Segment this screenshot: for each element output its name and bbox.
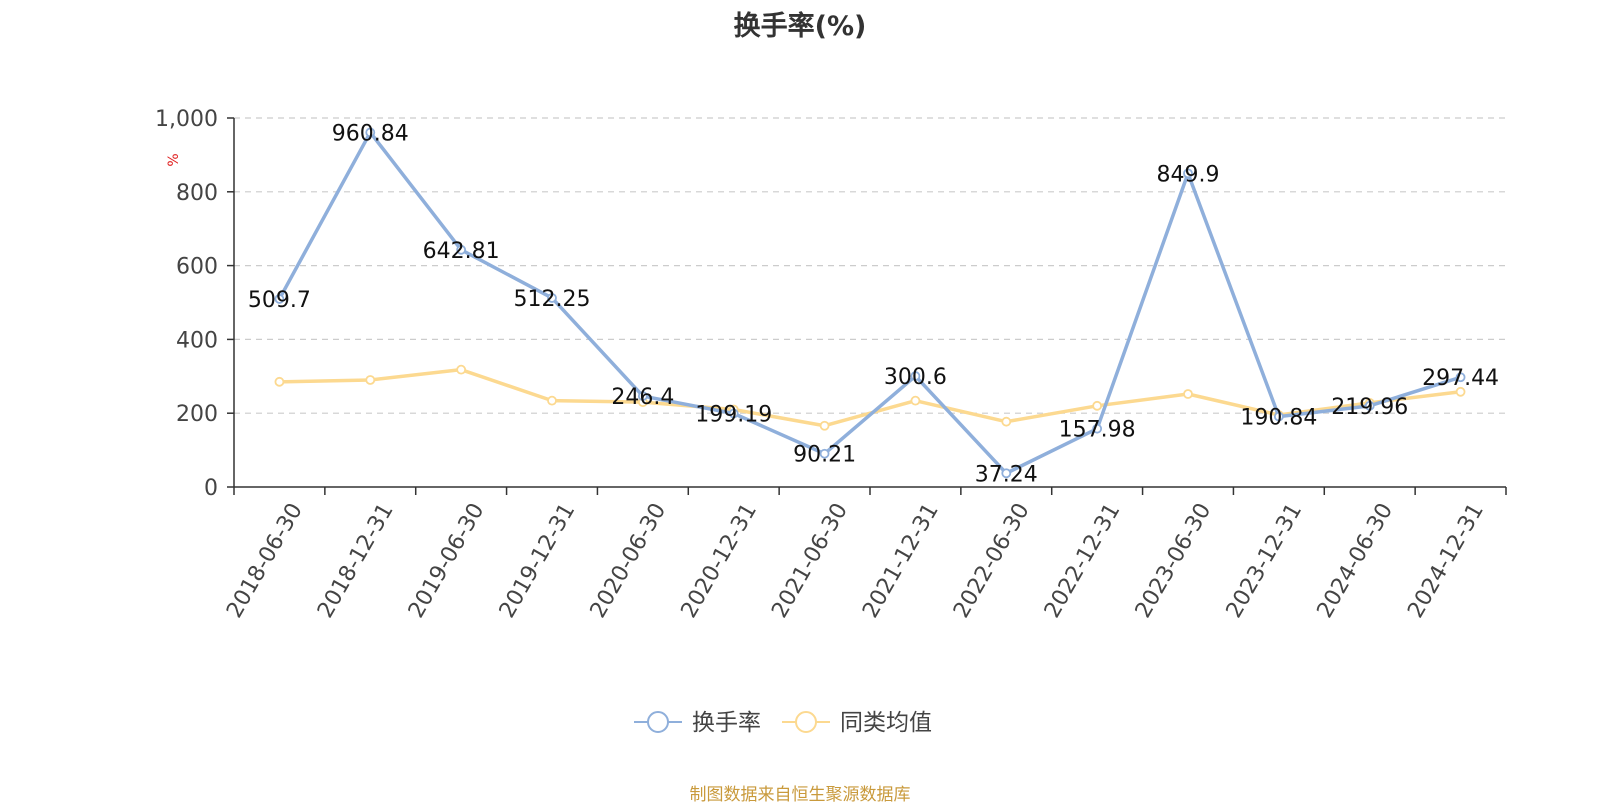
data-label: 199.19 — [695, 402, 772, 427]
data-point-1 — [910, 395, 921, 406]
y-axis-unit-label: % — [166, 153, 182, 166]
data-label: 37.24 — [975, 462, 1038, 487]
data-point-0 — [1001, 468, 1012, 479]
data-label: 157.98 — [1059, 418, 1136, 443]
data-point-1 — [819, 420, 830, 431]
x-tick-label: 2023-06-30 — [1131, 499, 1217, 622]
legend-marker — [795, 711, 817, 733]
data-point-1 — [456, 364, 467, 375]
x-tick-label: 2018-06-30 — [222, 499, 308, 622]
y-tick-label: 0 — [204, 476, 218, 501]
x-tick-label: 2021-12-31 — [858, 499, 944, 622]
x-tick-label: 2022-06-30 — [949, 499, 1035, 622]
y-tick-label: 400 — [176, 328, 218, 353]
x-tick-label: 2019-06-30 — [404, 499, 490, 622]
data-point-0 — [1364, 400, 1375, 411]
x-tick-label: 2019-12-31 — [495, 499, 581, 622]
data-label: 960.84 — [332, 121, 409, 146]
x-tick-label: 2024-12-31 — [1403, 499, 1489, 622]
data-point-0 — [728, 408, 739, 419]
y-tick-label: 600 — [176, 255, 218, 280]
data-point-0 — [910, 371, 921, 381]
x-tick-label: 2018-12-31 — [313, 499, 399, 622]
x-tick-label: 2021-06-30 — [767, 499, 853, 622]
legend[interactable]: 换手率 同类均值 — [634, 710, 932, 736]
data-point-0 — [1092, 423, 1103, 434]
series — [274, 127, 1466, 479]
data-source-note: 制图数据来自恒生聚源数据库 — [689, 785, 911, 805]
data-label: 642.81 — [423, 239, 500, 264]
data-label: 849.9 — [1157, 162, 1220, 187]
y-tick-label: 1,000 — [155, 107, 218, 132]
data-label: 512.25 — [514, 287, 591, 312]
x-tick-label: 2022-12-31 — [1040, 499, 1126, 622]
y-tick-label: 200 — [176, 402, 218, 427]
data-point-1 — [1455, 386, 1466, 397]
series-line-0 — [277, 130, 1462, 476]
data-labels: 509.7 960.84 642.81 512.25 246.4 199.19 90.21 3… — [248, 121, 1499, 487]
data-point-0 — [547, 293, 557, 303]
data-point-0 — [1183, 168, 1193, 179]
legend-item-0[interactable]: 换手率 — [634, 710, 761, 736]
x-tick-label: 2020-06-30 — [586, 499, 672, 622]
data-point-0 — [365, 127, 376, 138]
data-point-1 — [547, 395, 557, 406]
data-point-1 — [1001, 416, 1012, 427]
legend-label: 同类均值 — [840, 710, 932, 736]
y-tick-label: 800 — [176, 181, 218, 206]
data-label: 297.44 — [1422, 366, 1499, 391]
chart-title: 换手率(%) — [733, 11, 867, 42]
data-point-1 — [1092, 400, 1103, 411]
data-label: 90.21 — [793, 443, 856, 468]
data-point-1 — [1183, 389, 1193, 399]
data-label: 246.4 — [611, 385, 674, 410]
x-tick-label: 2024-06-30 — [1312, 499, 1398, 622]
data-point-0 — [1273, 411, 1284, 422]
legend-item-1[interactable]: 同类均值 — [782, 710, 932, 736]
grid-lines — [234, 117, 1506, 414]
legend-label: 换手率 — [692, 710, 761, 736]
data-label: 300.6 — [884, 365, 947, 390]
data-label: 219.96 — [1331, 395, 1408, 420]
x-tick-label: 2023-12-31 — [1222, 499, 1308, 622]
data-point-0 — [637, 391, 648, 401]
data-point-0 — [456, 244, 467, 255]
data-point-0 — [274, 294, 285, 304]
data-point-1 — [365, 375, 376, 385]
data-point-1 — [274, 376, 285, 387]
data-point-0 — [1455, 372, 1466, 383]
data-label: 509.7 — [248, 288, 311, 313]
data-label: 190.84 — [1240, 406, 1317, 431]
x-tick-label: 2020-12-31 — [676, 499, 762, 622]
legend-marker — [647, 711, 669, 733]
data-point-0 — [819, 448, 830, 459]
